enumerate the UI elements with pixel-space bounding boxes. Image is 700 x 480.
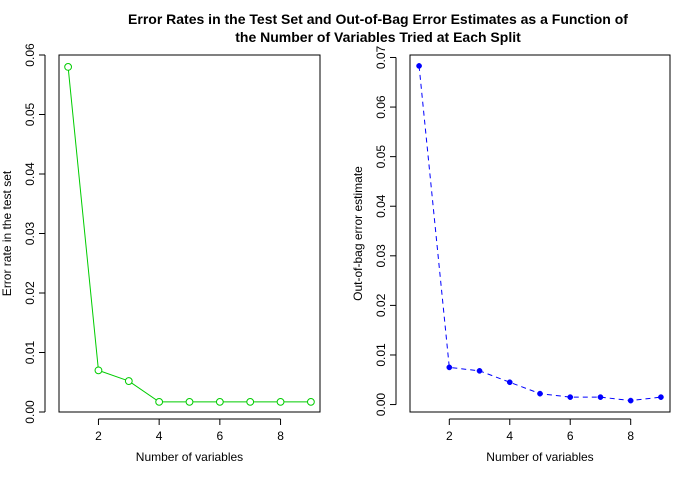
x-tick-label: 8	[627, 429, 634, 443]
x-tick-label: 6	[567, 429, 574, 443]
data-point	[185, 397, 194, 406]
y-tick-label: 0.04	[23, 162, 37, 186]
data-point	[597, 394, 604, 400]
data-point	[537, 390, 543, 397]
data-point	[215, 397, 224, 406]
x-tick-label: 4	[156, 429, 163, 443]
x-axis: 2 4 6 8	[95, 418, 284, 443]
x-tick-label: 2	[95, 429, 102, 443]
y-tick-label: 0.03	[23, 221, 37, 245]
chart-title-line-1: Error Rates in the Test Set and Out-of-B…	[128, 11, 628, 27]
panel-test-set-error: 0.00 0.01 0.02 0.03 0.04 0.05 0.06 2 4 6 8 Number…	[0, 43, 321, 464]
y-tick-label: 0.04	[374, 194, 388, 218]
data-point	[658, 394, 664, 400]
series-line	[418, 65, 661, 402]
y-axis-label: Error rate in the test set	[0, 170, 14, 296]
data-point	[446, 364, 453, 371]
x-axis-label: Number of variables	[136, 450, 243, 464]
x-axis: 2 4 6 8	[446, 418, 634, 443]
series-test-error	[64, 63, 315, 406]
chart-title-line-2: the Number of Variables Tried at Each Sp…	[235, 29, 521, 45]
panel-oob-error: 0.00 0.01 0.02 0.03 0.04 0.05 0.06 0.07 2 4 6 8 Nu…	[351, 45, 671, 464]
data-point	[627, 397, 634, 404]
x-axis-label: Number of variables	[486, 450, 593, 464]
data-point	[506, 379, 513, 386]
data-point	[416, 63, 422, 69]
plot-frame	[58, 54, 321, 413]
y-tick-label: 0.01	[23, 340, 37, 364]
x-tick-label: 6	[217, 429, 224, 443]
y-tick-label: 0.06	[23, 43, 37, 67]
data-point	[246, 397, 255, 406]
y-tick-label: 0.07	[374, 45, 388, 69]
y-tick-label: 0.02	[374, 293, 388, 317]
data-point	[124, 377, 133, 385]
data-point	[567, 394, 574, 400]
data-point	[94, 366, 103, 375]
plot-frame	[409, 54, 671, 413]
y-tick-label: 0.05	[23, 102, 37, 126]
y-tick-label: 0.05	[374, 145, 388, 169]
data-point	[276, 397, 285, 406]
y-tick-label: 0.00	[374, 393, 388, 417]
y-axis-label: Out-of-bag error estimate	[351, 166, 365, 301]
y-tick-label: 0.01	[374, 343, 388, 367]
y-axis: 0.00 0.01 0.02 0.03 0.04 0.05 0.06 0.07	[374, 45, 397, 417]
y-tick-label: 0.02	[23, 281, 37, 305]
x-tick-label: 4	[506, 429, 513, 443]
data-point	[64, 63, 73, 71]
data-point	[155, 397, 164, 406]
y-tick-label: 0.03	[374, 244, 388, 268]
series-oob-error	[416, 63, 664, 404]
y-axis: 0.00 0.01 0.02 0.03 0.04 0.05 0.06	[23, 43, 46, 424]
y-tick-label: 0.06	[374, 95, 388, 119]
data-point	[306, 397, 315, 406]
x-tick-label: 2	[446, 429, 453, 443]
y-tick-label: 0.00	[23, 400, 37, 424]
series-line	[67, 66, 311, 403]
data-point	[476, 367, 483, 374]
x-tick-label: 8	[277, 429, 284, 443]
